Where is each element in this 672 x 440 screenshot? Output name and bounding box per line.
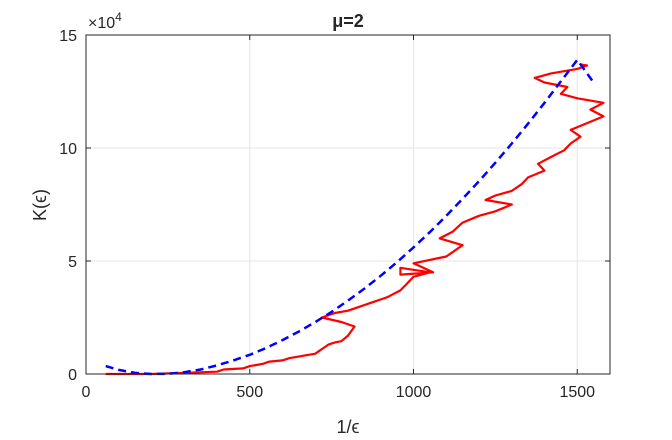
y-tick-label: 10 (59, 141, 77, 158)
y-exponent-base: ×10 (88, 15, 115, 32)
x-tick-label: 0 (82, 384, 91, 401)
y-ticks: 0 5 10 15 (59, 28, 610, 384)
series-line-solid (105, 63, 605, 376)
y-exponent-power: 4 (115, 10, 122, 24)
x-axis-label: 1/ϵ (337, 417, 360, 437)
chart-title: μ=2 (332, 11, 364, 31)
series-line-dashed (105, 58, 595, 376)
axes-box (85, 34, 611, 375)
y-exponent-label: ×104 (88, 10, 122, 32)
x-ticks: 0 500 1000 1500 (82, 35, 595, 401)
y-tick-label: 15 (59, 28, 77, 45)
y-tick-label: 0 (68, 367, 77, 384)
plot-area (86, 35, 610, 374)
x-tick-label: 1500 (559, 384, 595, 401)
x-tick-label: 500 (236, 384, 263, 401)
series-group (105, 58, 605, 376)
y-axis-label: K(ϵ) (30, 189, 50, 221)
x-tick-label: 1000 (396, 384, 432, 401)
y-tick-label: 5 (68, 254, 77, 271)
